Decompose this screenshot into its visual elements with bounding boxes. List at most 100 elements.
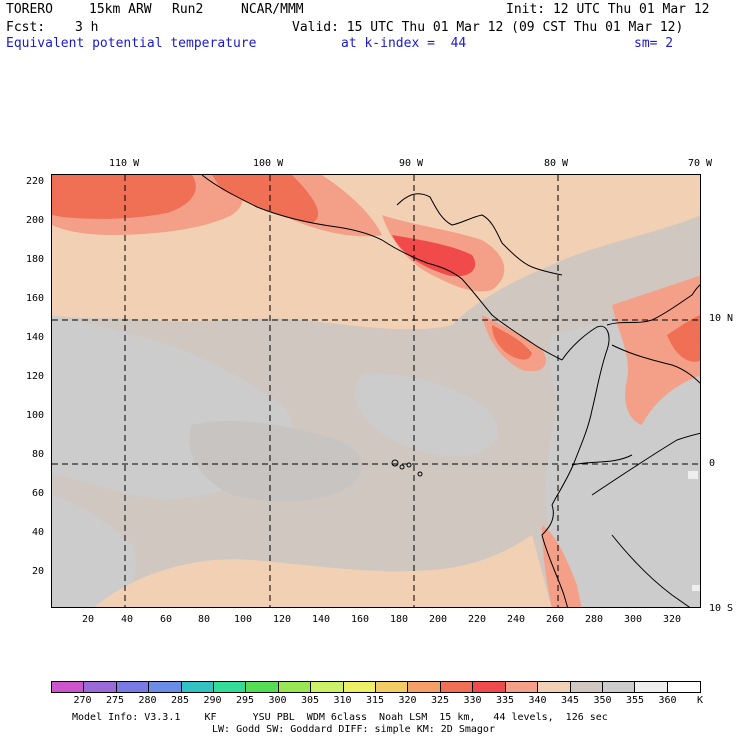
field-patch-350 [355,374,499,456]
field-core-330 [212,175,319,223]
x-tick-label: 120 [273,614,292,625]
field-patch-335 [612,275,700,425]
x-tick-label: 80 [198,614,211,625]
colorbar-cell [214,682,247,692]
x-tick-label: 260 [546,614,565,625]
coastlines [201,175,700,607]
field-band-340-south [94,535,552,607]
lon-label-70w: 70 W [688,158,713,169]
init-time: Init: 12 UTC Thu 01 Mar 12 [506,2,710,17]
galapagos-island [399,464,405,470]
field-patch-350 [189,420,362,502]
colorbar-label: 345 [561,695,580,706]
y-tick-label: 80 [32,449,45,460]
coastline-colombia-ecuador [551,325,610,506]
border-colombia [611,344,700,384]
physics-info-line: LW: Godd SW: Goddard DIFF: simple KM: 2D… [212,724,495,735]
lon-label-80w: 80 W [544,158,569,169]
colorbar-cell [538,682,571,692]
colorbar-label: 330 [463,695,482,706]
model-info-line: Model Info: V3.3.1 KF YSU PBL WDM 6class… [72,712,608,723]
x-tick-label: 320 [663,614,682,625]
lon-label-90w: 90 W [399,158,424,169]
colorbar-label: 310 [333,695,352,706]
lat-lon-grid [52,175,700,607]
coastline-peru [541,504,568,607]
colorbar-label: 320 [398,695,417,706]
field-core-330 [392,235,476,277]
lat-label-10n: 10 N [709,313,734,324]
x-tick-label: 20 [82,614,95,625]
colorbar-cell [440,682,474,692]
colorbar-cell [149,682,182,692]
coastline-caribbean [606,284,700,326]
colorbar-label: 295 [236,695,255,706]
colorbar-cell [343,682,377,692]
colorbar-unit: K [697,695,704,706]
colorbar-cell [311,682,344,692]
y-tick-label: 180 [26,254,45,265]
colorbar-label: 335 [496,695,515,706]
field-spot-360 [692,585,700,591]
galapagos-island [417,471,423,477]
lat-label-10s: 10 S [709,603,734,614]
field-name: Equivalent potential temperature [6,36,257,51]
fcst-label: Fcst: [6,20,46,35]
colorbar-cell [376,682,409,692]
colorbar-cell [635,682,668,692]
x-tick-label: 140 [312,614,331,625]
colorbar-label: 360 [658,695,677,706]
x-tick-label: 200 [429,614,448,625]
org-label: NCAR/MMM [241,2,304,17]
colorbar-cell [116,682,150,692]
colorbar-label: 275 [106,695,125,706]
x-tick-label: 180 [390,614,409,625]
x-tick-label: 160 [351,614,370,625]
colorbar-label: 355 [626,695,645,706]
map-panel [51,174,701,608]
y-tick-label: 220 [26,176,45,187]
border-peru-brazil [591,432,700,496]
colorbar-label: 350 [593,695,612,706]
field-core-330 [52,175,196,219]
colorbar-cell [602,682,636,692]
y-tick-label: 40 [32,527,45,538]
field-spot-360 [688,471,698,479]
colorbar-cell [181,682,215,692]
y-tick-label: 100 [26,410,45,421]
level-label: at k-index = 44 [341,36,467,51]
y-tick-label: 60 [32,488,45,499]
colorbar-cell [246,682,279,692]
colorbar [51,681,701,693]
y-tick-label: 120 [26,371,45,382]
colorbar-cell [278,682,312,692]
coastline-gulf [396,193,563,276]
theta-e-field-map [52,175,700,607]
y-tick-label: 160 [26,293,45,304]
colorbar-cell [473,682,506,692]
field-core-330 [667,315,700,362]
coastline-mexico [201,175,383,241]
colorbar-label: 325 [431,695,450,706]
colorbar-label: 285 [171,695,190,706]
field-patch-335 [542,525,582,607]
y-tick-label: 20 [32,566,45,577]
lon-label-110w: 110 W [109,158,140,169]
valid-time: Valid: 15 UTC Thu 01 Mar 12 (09 CST Thu … [292,20,684,35]
lat-label-0: 0 [709,458,716,469]
x-tick-label: 220 [468,614,487,625]
colorbar-cell [84,682,117,692]
galapagos-island [391,459,399,467]
fcst-value: 3 h [75,20,99,35]
field-patch-350 [52,495,136,607]
smoothing-label: sm= 2 [634,36,674,51]
y-tick-label: 200 [26,215,45,226]
colorbar-label: 340 [528,695,547,706]
run-label: Run2 [172,2,204,17]
model-name: TORERO [6,2,53,17]
border-chile [611,534,691,607]
lon-label-100w: 100 W [253,158,284,169]
colorbar-cell [667,682,701,692]
colorbar-cell [408,682,441,692]
x-tick-label: 240 [507,614,526,625]
